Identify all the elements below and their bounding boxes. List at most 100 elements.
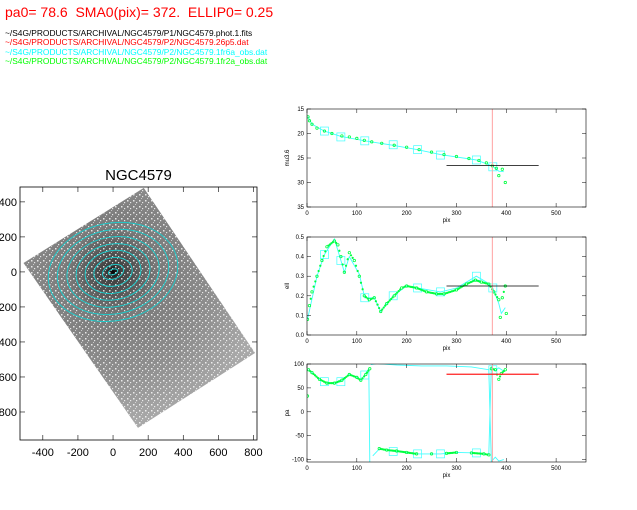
green-data-point: [484, 161, 488, 165]
x-tick-label: 300: [451, 211, 462, 217]
green-data-point: [364, 296, 368, 299]
x-tick-label: 0: [110, 447, 116, 459]
x-tick-label: 400: [501, 211, 512, 217]
file-path: ~/S4G/PRODUCTS/ARCHIVAL/NGC4579/P2/NGC45…: [5, 55, 268, 66]
green-data-point: [362, 138, 366, 142]
file-path: ~/S4G/PRODUCTS/ARCHIVAL/NGC4579/P2/NGC45…: [5, 37, 249, 48]
green-data-point: [384, 304, 387, 307]
green-data-point: [343, 376, 346, 380]
green-data-point: [417, 148, 421, 152]
green-data-point: [502, 290, 505, 293]
y-tick-label: 200: [0, 232, 17, 244]
file-list: ~/S4G/PRODUCTS/ARCHIVAL/NGC4579/P1/NGC45…: [5, 28, 268, 66]
green-data-point: [388, 299, 391, 302]
green-data-point: [307, 394, 310, 398]
green-data-point: [497, 174, 501, 178]
green-data-point: [341, 263, 344, 266]
galaxy-image: [23, 187, 256, 428]
green-data-point: [390, 297, 393, 301]
cyan-square-marker: [388, 291, 398, 301]
green-data-point: [340, 134, 344, 138]
green-data-point: [494, 166, 498, 170]
x-tick-label: 200: [402, 211, 413, 217]
y-tick-label: 50: [297, 386, 304, 392]
y-tick-label: 25: [297, 156, 304, 162]
y-axis-label: pa: [285, 409, 291, 416]
green-data-point: [380, 141, 384, 145]
cyan-square-marker: [320, 250, 329, 259]
plot-area: [307, 237, 539, 335]
green-data-point: [330, 131, 334, 136]
green-data-point: [497, 298, 501, 302]
green-data-point: [494, 293, 497, 296]
green-data-point: [315, 274, 319, 278]
image-noise: [23, 187, 256, 428]
green-data-point: [363, 375, 366, 378]
green-data-point: [355, 136, 359, 140]
green-data-point: [366, 371, 369, 374]
y-tick-label: 0.3: [296, 274, 305, 280]
green-data-point: [497, 377, 501, 381]
y-axis-label: mu3.6: [285, 149, 291, 166]
green-data-point: [310, 122, 314, 126]
x-tick-label: 400: [501, 339, 512, 345]
green-data-point: [317, 269, 320, 273]
green-data-point: [370, 140, 374, 144]
green-data-point: [378, 306, 381, 310]
green-data-point: [354, 264, 358, 267]
green-data-point: [504, 311, 508, 316]
y-tick-label: 400: [0, 197, 17, 209]
green-data-point: [477, 158, 481, 163]
green-data-point: [332, 239, 337, 243]
plot-area: [307, 109, 539, 207]
y-tick-label: 0: [301, 410, 305, 416]
green-data-point: [503, 180, 507, 185]
green-data-point: [356, 269, 359, 273]
x-tick-label: 400: [174, 447, 192, 459]
green-data-point: [454, 450, 459, 455]
x-tick-label: 0: [305, 466, 309, 472]
green-data-point: [387, 300, 390, 304]
x-tick-label: 800: [244, 447, 262, 459]
panel-frame: [306, 108, 587, 208]
isophote-ellipse: [101, 263, 125, 280]
green-data-point: [397, 289, 400, 293]
cyan-square-marker: [320, 377, 329, 387]
green-data-point: [359, 281, 363, 284]
y-tick-label: -100: [292, 458, 305, 464]
green-data-point: [392, 294, 396, 298]
y-tick-label: 35: [297, 205, 304, 211]
x-tick-label: 100: [352, 211, 363, 217]
green-data-point: [339, 255, 343, 259]
green-data-point: [394, 293, 397, 296]
green-data-point: [312, 285, 315, 288]
green-data-point: [307, 115, 310, 119]
isophote-ellipse: [93, 256, 133, 287]
y-tick-label: 0.1: [296, 313, 305, 319]
y-tick-label: -600: [0, 372, 17, 384]
green-data-point: [487, 453, 491, 457]
green-data-point: [335, 241, 338, 244]
file-path: ~/S4G/PRODUCTS/ARCHIVAL/NGC4579/P1/NGC45…: [5, 28, 253, 38]
x-tick-label: 500: [551, 211, 562, 217]
cyan-square-marker: [360, 136, 370, 146]
x-tick-label: 200: [139, 447, 157, 459]
image-frame: [19, 186, 258, 441]
x-tick-label: -200: [67, 447, 89, 459]
y-tick-label: -50: [295, 434, 304, 440]
green-data-point: [310, 371, 314, 375]
cyan-square-marker: [436, 449, 445, 459]
green-data-point: [493, 368, 497, 372]
isophote-ellipse: [56, 228, 170, 316]
green-data-point: [392, 143, 396, 147]
x-tick-label: 100: [352, 339, 363, 345]
x-tick-label: 200: [402, 466, 413, 472]
green-data-point: [369, 297, 373, 301]
green-data-point: [352, 258, 356, 263]
y-tick-label: -400: [0, 337, 17, 349]
green-data-point: [324, 250, 327, 253]
green-data-point: [362, 294, 366, 298]
isophote-ellipse: [66, 236, 160, 308]
cyan-square-marker: [336, 256, 346, 265]
x-axis-label: pix: [443, 473, 451, 479]
